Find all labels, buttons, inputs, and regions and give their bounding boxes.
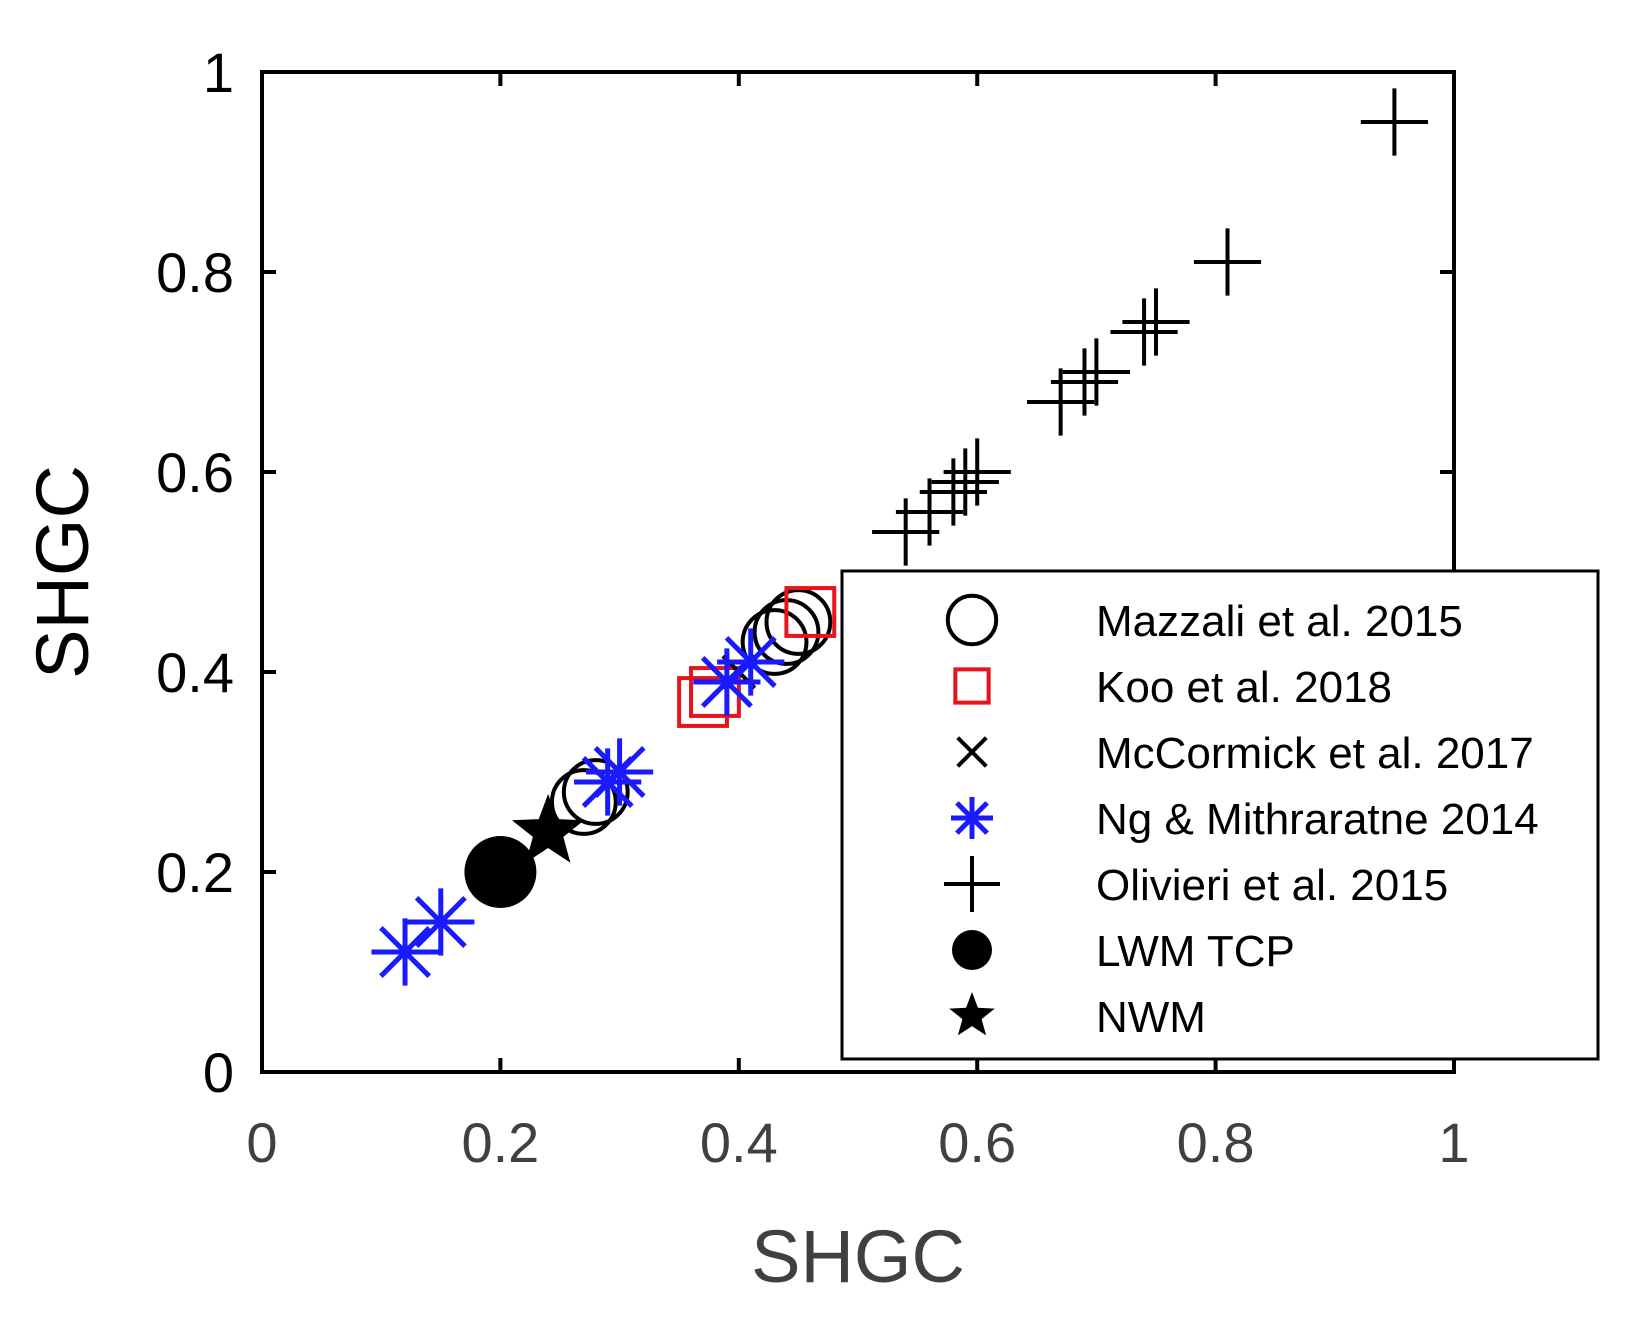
point-olivieri-et-al-2015-12 xyxy=(1360,88,1428,156)
legend-label: Ng & Mithraratne 2014 xyxy=(1096,795,1539,844)
x-tick-label: 0.2 xyxy=(461,1111,539,1174)
y-axis-title: SHGC xyxy=(21,465,104,679)
legend-marker-mccormick-et-al-2017 xyxy=(956,736,988,768)
point-ng-mithraratne-2014-1 xyxy=(371,918,439,986)
point-olivieri-et-al-2015-5 xyxy=(943,438,1011,506)
point-ng-mithraratne-2014-2 xyxy=(407,888,475,956)
x-tick-label: 1 xyxy=(1438,1111,1469,1174)
y-tick-label: 0 xyxy=(203,1041,234,1104)
y-tick-label: 1 xyxy=(203,41,234,104)
point-ng-mithraratne-2014-6 xyxy=(717,628,785,696)
x-tick-label: 0 xyxy=(246,1111,277,1174)
point-koo-et-al-2018-3 xyxy=(784,586,837,638)
legend: Mazzali et al. 2015 Koo et al. 2018 McCorm… xyxy=(840,569,1600,1061)
x-tick-labels: 0 0.2 0.4 0.6 0.8 1 xyxy=(246,1111,1469,1174)
legend-label: Mazzali et al. 2015 xyxy=(1096,597,1463,646)
x-axis-title: SHGC xyxy=(751,1215,965,1298)
point-lwm-tcp-1 xyxy=(464,836,537,908)
legend-item-koo-et-al-2018: Koo et al. 2018 xyxy=(953,663,1392,712)
point-olivieri-et-al-2015-7 xyxy=(1050,348,1119,416)
point-olivieri-et-al-2015-4 xyxy=(931,448,999,516)
point-olivieri-et-al-2015-8 xyxy=(1062,338,1130,406)
legend-item-olivieri-et-al-2015: Olivieri et al. 2015 xyxy=(944,856,1448,912)
y-tick-label: 0.6 xyxy=(156,441,234,504)
y-tick-labels: 0 0.2 0.4 0.6 0.8 1 xyxy=(156,41,234,1104)
x-tick-label: 0.4 xyxy=(700,1111,778,1174)
legend-marker-koo-et-al-2018 xyxy=(953,667,991,705)
point-ng-mithraratne-2014-5 xyxy=(693,648,761,716)
x-tick-label: 0.8 xyxy=(1177,1111,1255,1174)
point-mazzali-et-al-2015-1 xyxy=(549,768,618,836)
point-olivieri-et-al-2015-11 xyxy=(1193,228,1262,296)
data-markers xyxy=(371,88,1428,986)
y-tick-label: 0.4 xyxy=(156,641,234,704)
legend-marker-nwm xyxy=(949,992,995,1036)
point-olivieri-et-al-2015-10 xyxy=(1122,288,1190,356)
legend-item-ng-mithraratne-2014: Ng & Mithraratne 2014 xyxy=(951,795,1539,844)
legend-marker-ng-mithraratne-2014 xyxy=(951,797,993,839)
legend-label: NWM xyxy=(1096,993,1206,1042)
point-mazzali-et-al-2015-2 xyxy=(561,758,630,826)
legend-marker-mazzali-et-al-2015 xyxy=(945,593,999,647)
legend-item-nwm: NWM xyxy=(949,992,1206,1042)
point-mazzali-et-al-2015-3 xyxy=(740,608,809,676)
legend-label: Olivieri et al. 2015 xyxy=(1096,861,1448,910)
point-olivieri-et-al-2015-9 xyxy=(1110,298,1178,366)
point-mazzali-et-al-2015-5 xyxy=(764,588,833,656)
point-koo-et-al-2018-1 xyxy=(677,676,729,728)
x-tick-label: 0.6 xyxy=(938,1111,1016,1174)
legend-label: LWM TCP xyxy=(1096,927,1295,976)
legend-label: Koo et al. 2018 xyxy=(1096,663,1392,712)
legend-marker-lwm-tcp xyxy=(952,930,992,970)
legend-item-mccormick-et-al-2017: McCormick et al. 2017 xyxy=(956,729,1534,778)
point-ng-mithraratne-2014-4 xyxy=(586,738,654,806)
y-tick-label: 0.8 xyxy=(156,241,234,304)
legend-item-lwm-tcp: LWM TCP xyxy=(952,927,1295,976)
point-nwm-1 xyxy=(511,794,585,863)
legend-label: McCormick et al. 2017 xyxy=(1096,729,1534,778)
y-tick-label: 0.2 xyxy=(156,841,234,904)
legend-marker-olivieri-et-al-2015 xyxy=(944,856,1000,912)
legend-item-mazzali-et-al-2015: Mazzali et al. 2015 xyxy=(945,593,1463,647)
